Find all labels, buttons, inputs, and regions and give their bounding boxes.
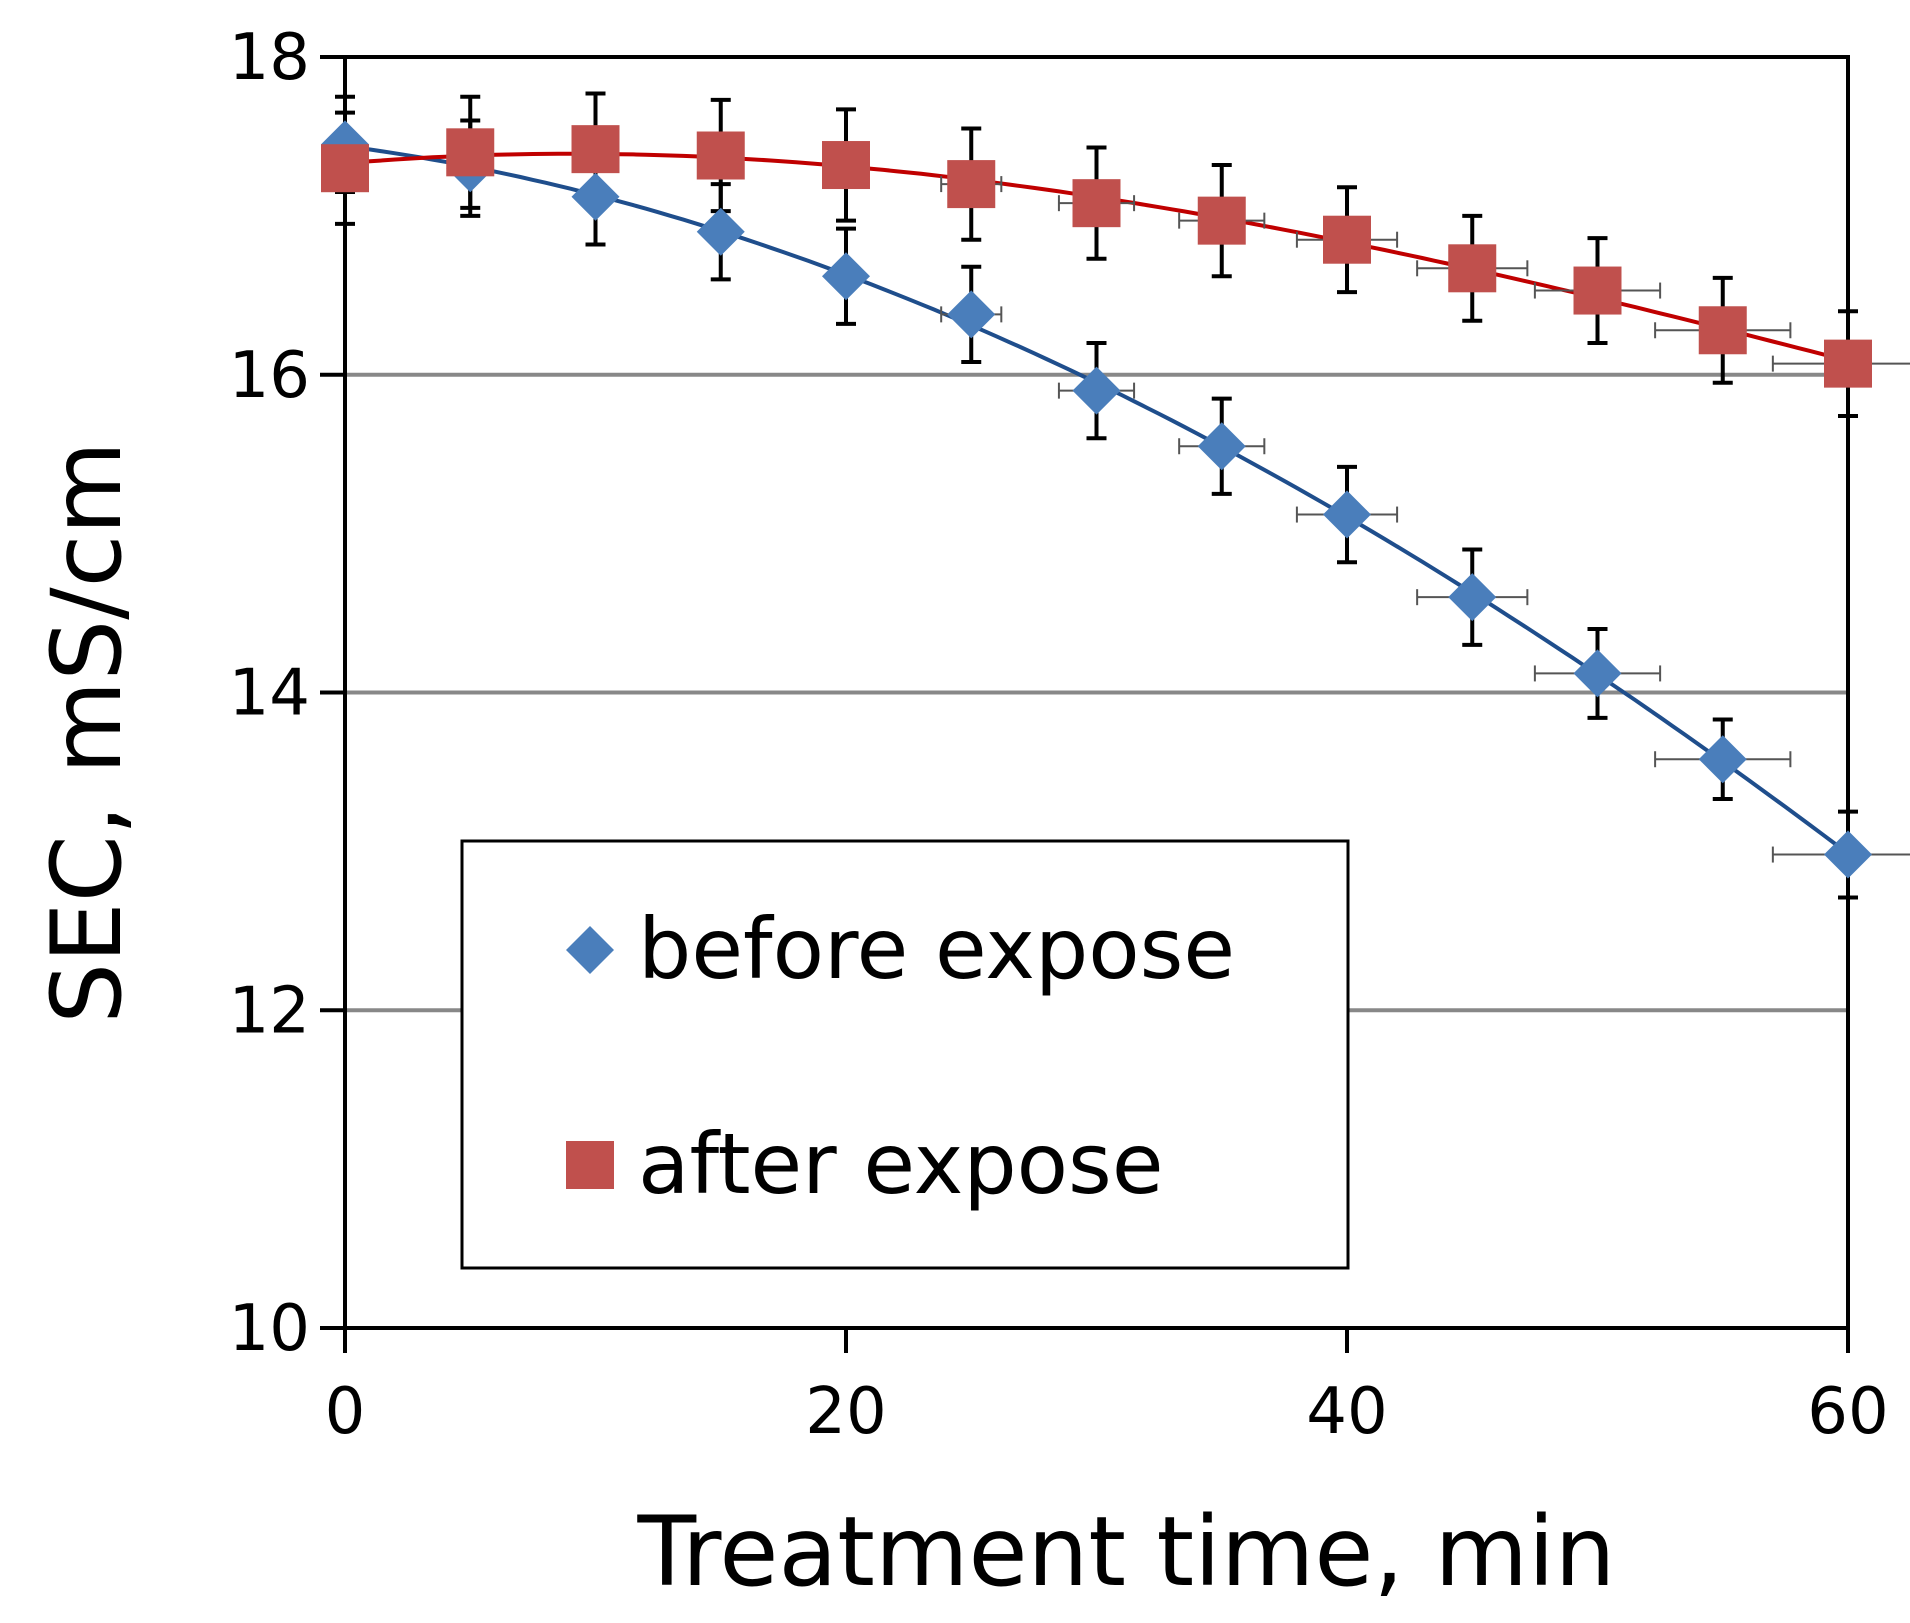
- x-tick-label-40: 40: [1306, 1375, 1387, 1449]
- data-point-after-expose: [696, 131, 745, 180]
- legend-label-after-expose: after expose: [638, 1115, 1164, 1213]
- y-tick-label-10: 10: [229, 1292, 310, 1366]
- legend-marker-before-expose: [566, 926, 614, 974]
- legend-marker-after-expose: [566, 1141, 614, 1189]
- x-tick-label-20: 20: [805, 1375, 886, 1449]
- legend-label-before-expose: before expose: [638, 900, 1235, 998]
- data-markers: [321, 120, 1872, 879]
- data-point-before-expose: [696, 207, 745, 256]
- data-point-after-expose: [947, 160, 996, 209]
- x-axis-title: Treatment time, min: [637, 1496, 1616, 1608]
- data-point-before-expose: [1573, 649, 1622, 698]
- data-point-after-expose: [321, 144, 369, 193]
- data-point-after-expose: [1072, 179, 1121, 228]
- data-point-before-expose: [1824, 830, 1872, 879]
- data-point-after-expose: [446, 128, 495, 177]
- data-point-before-expose: [1448, 573, 1497, 622]
- data-point-before-expose: [1323, 490, 1371, 539]
- data-point-after-expose: [1824, 339, 1872, 388]
- data-point-after-expose: [1698, 306, 1747, 355]
- data-point-before-expose: [1197, 422, 1246, 471]
- data-point-after-expose: [822, 141, 870, 190]
- data-point-before-expose: [571, 172, 620, 221]
- y-tick-label-14: 14: [229, 657, 310, 731]
- data-point-after-expose: [1197, 196, 1246, 245]
- y-tick-label-12: 12: [229, 974, 310, 1048]
- data-point-before-expose: [1072, 366, 1121, 415]
- y-tick-label-16: 16: [229, 339, 310, 413]
- data-point-before-expose: [947, 290, 996, 339]
- x-tick-label-0: 0: [325, 1375, 366, 1449]
- data-point-after-expose: [1323, 215, 1371, 264]
- data-point-after-expose: [571, 125, 620, 174]
- data-point-before-expose: [1698, 735, 1747, 784]
- data-point-after-expose: [1448, 244, 1497, 293]
- data-point-after-expose: [1573, 266, 1622, 315]
- x-tick-label-60: 60: [1807, 1375, 1888, 1449]
- legend: before expose after expose: [460, 839, 1350, 1270]
- y-axis-title: SEC, mS/cm: [31, 441, 143, 1024]
- data-point-before-expose: [822, 252, 870, 301]
- error-bars: [335, 91, 1910, 900]
- tick-layer: 10 12 14 16 18 0 20 40 60: [229, 21, 1889, 1449]
- legend-box: [460, 839, 1350, 1270]
- y-tick-label-18: 18: [229, 21, 310, 95]
